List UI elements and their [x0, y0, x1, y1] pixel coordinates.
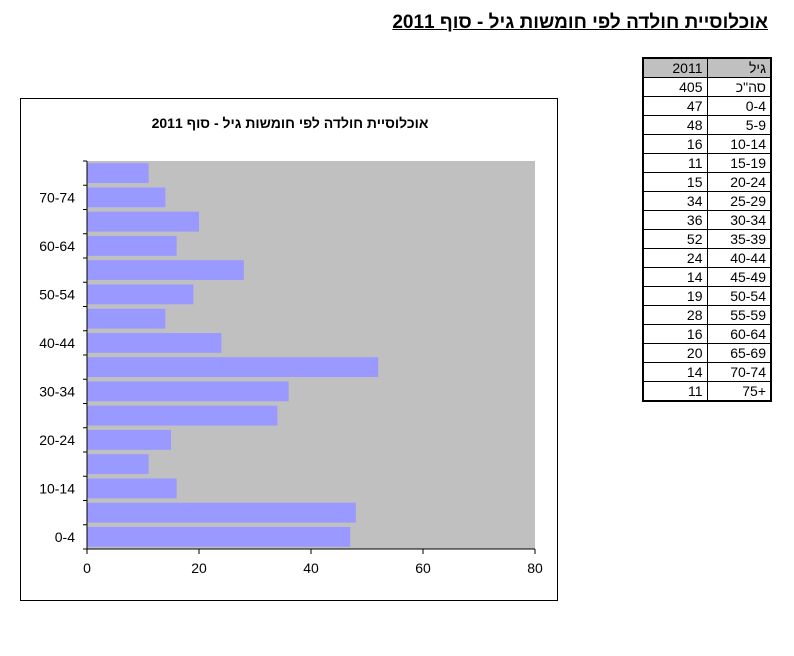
chart-container: אוכלוסיית חולדה לפי חומשות גיל - סוף 201…	[20, 98, 558, 601]
y-tick-label: 60-64	[39, 238, 75, 254]
x-tick-label: 0	[83, 560, 91, 576]
table-cell-age: 35-39	[706, 229, 772, 249]
bar-0-4	[87, 526, 351, 547]
bar-40-44	[87, 332, 222, 353]
table-cell-age: 50-54	[706, 286, 772, 306]
table-cell-value: 16	[642, 134, 708, 154]
total-value: 405	[642, 77, 708, 97]
table-cell-age: 70-74	[706, 362, 772, 382]
table-cell-age: 15-19	[706, 153, 772, 173]
table-row: 47 0-4	[642, 96, 772, 116]
table-row: 36 30-34	[642, 210, 772, 230]
table-row: 16 60-64	[642, 324, 772, 344]
table-header-row: 2011 גיל	[642, 57, 772, 78]
x-tick-label: 40	[303, 560, 319, 576]
x-tick-label: 20	[191, 560, 207, 576]
table-row: 28 55-59	[642, 305, 772, 325]
table-row: 16 10-14	[642, 134, 772, 154]
bar-35-39	[87, 357, 379, 378]
bar-30-34	[87, 381, 289, 402]
header-age: גיל	[706, 57, 772, 78]
table-cell-value: 28	[642, 305, 708, 325]
bar-55-59	[87, 260, 244, 281]
table-cell-value: 24	[642, 248, 708, 268]
table-cell-age: 5-9	[706, 115, 772, 135]
table-cell-value: 20	[642, 343, 708, 363]
table-cell-age: 55-59	[706, 305, 772, 325]
table-cell-age: 45-49	[706, 267, 772, 287]
data-table: 2011 גיל 405 סה"כ 47 0-4 48 5-9 16 10-14 11 15-…	[642, 57, 772, 402]
y-tick-label: 70-74	[39, 189, 75, 205]
bar-10-14	[87, 478, 177, 499]
table-cell-age: 0-4	[706, 96, 772, 116]
table-cell-value: 14	[642, 362, 708, 382]
x-tick-label: 60	[415, 560, 431, 576]
table-row: 20 65-69	[642, 343, 772, 363]
table-row: 15 20-24	[642, 172, 772, 192]
page-title: אוכלוסיית חולדה לפי חומשות גיל - סוף 201…	[392, 12, 768, 33]
table-cell-value: 19	[642, 286, 708, 306]
bar-45-49	[87, 308, 166, 329]
bar-65-69	[87, 211, 199, 232]
bar-5-9	[87, 502, 356, 523]
table-cell-age: 60-64	[706, 324, 772, 344]
bar-25-29	[87, 405, 278, 426]
table-total-row: 405 סה"כ	[642, 77, 772, 97]
table-row: 52 35-39	[642, 229, 772, 249]
y-tick-label: 0-4	[55, 529, 75, 545]
table-row: 19 50-54	[642, 286, 772, 306]
table-row: 14 70-74	[642, 362, 772, 382]
bar-75+	[87, 163, 149, 184]
y-tick-label: 30-34	[39, 383, 75, 399]
x-tick-label: 80	[527, 560, 543, 576]
table-cell-age: 10-14	[706, 134, 772, 154]
table-row: 11 75+	[642, 381, 772, 402]
y-tick-label: 20-24	[39, 432, 75, 448]
total-label: סה"כ	[706, 77, 772, 97]
y-tick-label: 40-44	[39, 335, 75, 351]
table-row: 24 40-44	[642, 248, 772, 268]
table-cell-age: 65-69	[706, 343, 772, 363]
table-cell-value: 34	[642, 191, 708, 211]
bar-50-54	[87, 284, 194, 305]
bar-20-24	[87, 429, 171, 450]
table-row: 11 15-19	[642, 153, 772, 173]
table-cell-age: 30-34	[706, 210, 772, 230]
table-cell-value: 47	[642, 96, 708, 116]
bar-60-64	[87, 235, 177, 256]
table-cell-age: 75+	[706, 381, 772, 402]
table-cell-value: 36	[642, 210, 708, 230]
table-cell-value: 11	[642, 381, 708, 402]
table-cell-age: 20-24	[706, 172, 772, 192]
y-tick-label: 50-54	[39, 286, 75, 302]
table-cell-age: 40-44	[706, 248, 772, 268]
bar-15-19	[87, 454, 149, 475]
y-tick-label: 10-14	[39, 480, 75, 496]
table-row: 14 45-49	[642, 267, 772, 287]
table-cell-age: 25-29	[706, 191, 772, 211]
table-cell-value: 14	[642, 267, 708, 287]
header-year: 2011	[642, 57, 708, 78]
table-row: 48 5-9	[642, 115, 772, 135]
table-row: 34 25-29	[642, 191, 772, 211]
chart-title: אוכלוסיית חולדה לפי חומשות גיל - סוף 201…	[151, 115, 429, 131]
table-cell-value: 11	[642, 153, 708, 173]
table-cell-value: 52	[642, 229, 708, 249]
table-cell-value: 15	[642, 172, 708, 192]
bar-70-74	[87, 187, 166, 208]
table-cell-value: 48	[642, 115, 708, 135]
bar-chart: 0-4 10-14 20-24 30-34 40-44 50-54 60-64 70-74 0 2…	[39, 160, 543, 576]
table-cell-value: 16	[642, 324, 708, 344]
